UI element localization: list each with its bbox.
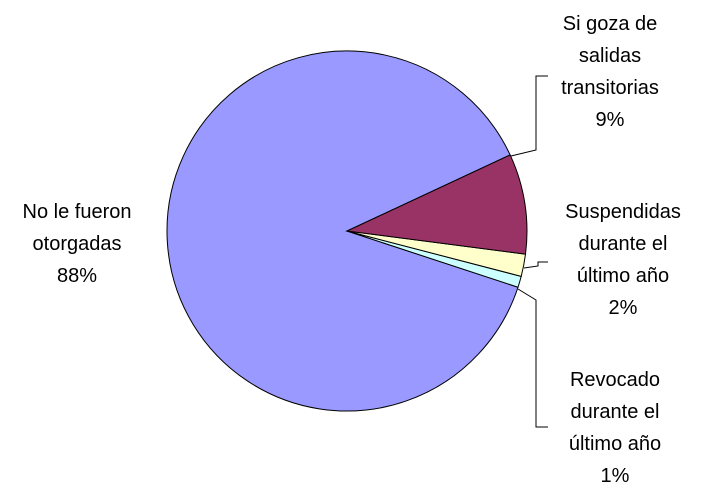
pie-slice [345, 154, 528, 255]
slice-label: Si goza de salidas transitorias 9% [545, 8, 675, 136]
category-label: Si goza de salidas transitorias [561, 13, 659, 99]
leader-line [517, 288, 548, 428]
leader-line [523, 261, 548, 269]
slice-label: No le fueron otorgadas 88% [7, 196, 147, 292]
value-label: 1% [600, 465, 630, 487]
category-label: Revocado durante el último año [568, 369, 662, 455]
slice-label: Revocado durante el último año 1% [545, 364, 685, 490]
pie-slice [166, 50, 519, 412]
category-label: Suspendidas durante el último año [565, 201, 681, 287]
leader-line [510, 75, 548, 157]
slice-label: Suspendidas durante el último año 2% [553, 196, 693, 324]
value-label: 9% [595, 109, 625, 131]
category-label: No le fueron otorgadas [22, 201, 132, 255]
value-label: 2% [608, 297, 638, 319]
value-label: 88% [56, 265, 98, 287]
